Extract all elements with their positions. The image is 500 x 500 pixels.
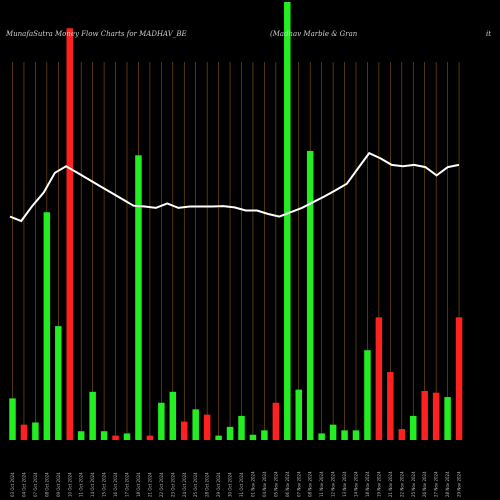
bar-16 — [181, 421, 188, 440]
x-tick-label: 28 Nov 2024 — [445, 471, 450, 497]
x-tick-label: 21 Oct 2024 — [147, 472, 152, 497]
money-flow-line — [9, 151, 460, 223]
bar-5 — [55, 326, 62, 440]
x-tick-label: 22 Oct 2024 — [159, 472, 164, 497]
bar-18 — [203, 414, 211, 440]
x-tick-label: 19 Nov 2024 — [376, 471, 381, 497]
bar-9 — [100, 431, 108, 440]
bar-25 — [284, 2, 291, 440]
x-tick-label: 26 Nov 2024 — [422, 471, 427, 497]
bar-4 — [43, 212, 51, 440]
x-tick-label: 04 Oct 2024 — [21, 472, 26, 497]
bar-24 — [272, 402, 280, 440]
x-tick-label: 29 Nov 2024 — [457, 471, 462, 497]
x-tick-label: 25 Oct 2024 — [193, 472, 198, 497]
x-tick-label: 27 Nov 2024 — [434, 471, 439, 497]
x-tick-label: 17 Oct 2024 — [125, 472, 130, 497]
chart-title: MunafaSutra Money Flow Charts for MADHAV… — [5, 30, 187, 38]
x-tick-label: 28 Oct 2024 — [205, 472, 210, 497]
x-tick-label: 07 Nov 2024 — [296, 471, 301, 497]
bar-27 — [306, 150, 314, 441]
x-tick-label: 08 Oct 2024 — [44, 472, 49, 497]
bar-8 — [89, 391, 96, 440]
bar-3 — [32, 422, 39, 440]
chart-subtitle: (Madhav Marble & Gran — [270, 30, 358, 38]
x-tick-label: 07 Oct 2024 — [33, 472, 38, 497]
bar-38 — [432, 392, 440, 440]
x-tick-label: 09 Oct 2024 — [56, 472, 61, 497]
x-tick-label: 30 Oct 2024 — [228, 472, 233, 497]
x-tick-label: 12 Nov 2024 — [331, 471, 336, 497]
bar-13 — [146, 435, 154, 440]
vertical-grid-lines — [12, 62, 460, 440]
x-tick-label: 23 Oct 2024 — [170, 472, 175, 497]
x-tick-label: 11 Oct 2024 — [79, 472, 84, 497]
bar-6 — [66, 28, 73, 441]
bar-31 — [352, 430, 360, 440]
x-tick-label: 25 Nov 2024 — [411, 471, 416, 497]
bar-30 — [341, 430, 348, 440]
bar-35 — [398, 429, 406, 440]
x-tick-label: 14 Oct 2024 — [90, 472, 95, 497]
bar-36 — [410, 415, 417, 440]
x-tick-label: 16 Oct 2024 — [113, 472, 118, 497]
x-tick-label: 13 Nov 2024 — [342, 471, 347, 497]
x-tick-label: 24 Oct 2024 — [182, 472, 187, 497]
x-tick-label: 01 Nov 2024 — [250, 471, 255, 497]
bar-34 — [387, 372, 394, 440]
bar-39 — [444, 397, 451, 440]
bar-32 — [364, 350, 371, 440]
bar-20 — [226, 426, 234, 440]
x-tick-label: 18 Oct 2024 — [136, 472, 141, 497]
bar-15 — [169, 391, 177, 440]
bar-series — [9, 2, 463, 441]
bar-7 — [77, 431, 85, 440]
bar-40 — [455, 317, 463, 440]
bar-12 — [135, 155, 142, 441]
x-tick-label: 03 Oct 2024 — [10, 472, 15, 497]
x-tick-labels: 03 Oct 2024 04 Oct 2024 07 Oct 2024 08 Oct … — [10, 471, 462, 497]
x-tick-label: 18 Nov 2024 — [365, 471, 370, 497]
bar-19 — [215, 435, 222, 440]
chart-subtitle-tail: it — [486, 30, 491, 38]
bar-17 — [192, 409, 199, 440]
bar-2 — [20, 424, 28, 440]
x-tick-label: 14 Nov 2024 — [354, 471, 359, 497]
x-tick-label: 05 Nov 2024 — [273, 471, 278, 497]
bar-11 — [123, 433, 131, 440]
x-tick-label: 21 Nov 2024 — [388, 471, 393, 497]
bar-26 — [295, 389, 302, 440]
x-tick-label: 06 Nov 2024 — [285, 471, 290, 497]
bar-33 — [375, 317, 383, 440]
bar-22 — [249, 434, 257, 440]
x-tick-label: 11 Nov 2024 — [319, 471, 324, 497]
x-tick-label: 31 Oct 2024 — [239, 472, 244, 497]
x-tick-label: 04 Nov 2024 — [262, 471, 267, 497]
bar-29 — [329, 424, 337, 440]
bar-14 — [158, 402, 165, 440]
x-tick-label: 08 Nov 2024 — [308, 471, 313, 497]
x-tick-label: 15 Oct 2024 — [102, 472, 107, 497]
x-tick-label: 22 Nov 2024 — [399, 471, 404, 497]
x-tick-label: 10 Oct 2024 — [67, 472, 72, 497]
bar-1 — [9, 398, 16, 440]
bar-21 — [238, 415, 245, 440]
bar-10 — [112, 435, 119, 440]
bar-37 — [421, 390, 428, 440]
bar-23 — [261, 430, 268, 440]
bar-28 — [318, 433, 325, 440]
x-tick-label: 29 Oct 2024 — [216, 472, 221, 497]
